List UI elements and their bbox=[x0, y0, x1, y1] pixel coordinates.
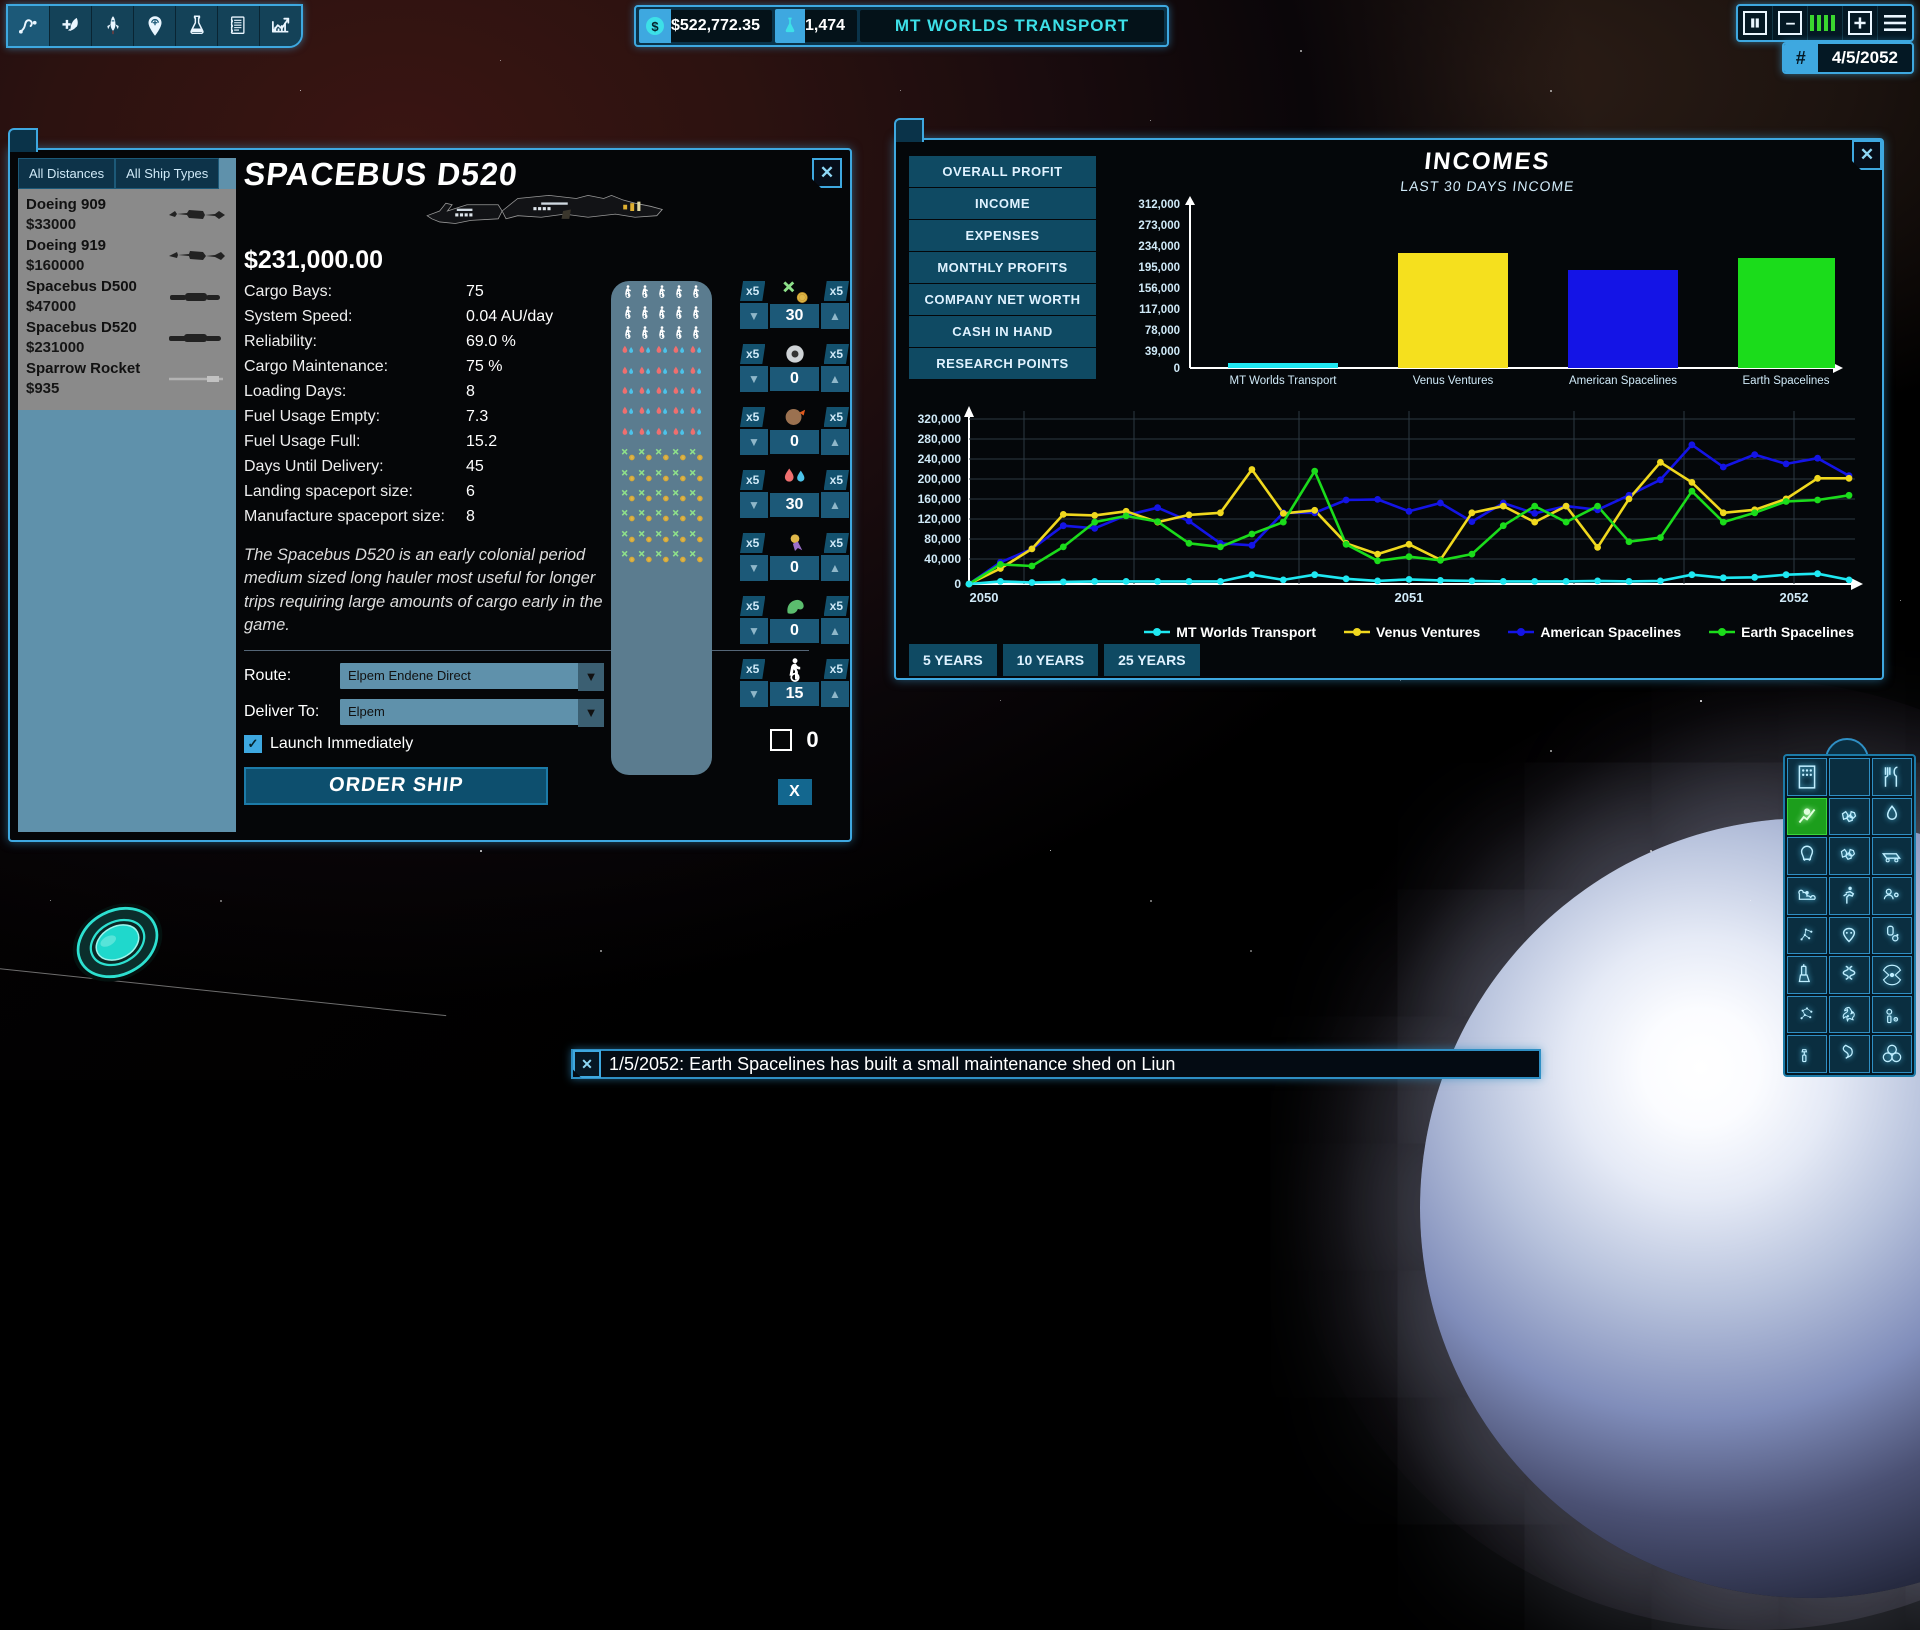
svg-text:2051: 2051 bbox=[1395, 590, 1424, 605]
svg-text:240,000: 240,000 bbox=[918, 452, 962, 466]
svg-text:$: $ bbox=[651, 19, 659, 34]
svg-text:MT Worlds Transport: MT Worlds Transport bbox=[1230, 375, 1338, 387]
svg-text:312,000: 312,000 bbox=[1138, 199, 1180, 211]
svg-text:0: 0 bbox=[954, 577, 961, 591]
svg-text:2050: 2050 bbox=[970, 590, 999, 605]
svg-text:80,000: 80,000 bbox=[924, 532, 961, 546]
svg-text:39,000: 39,000 bbox=[1145, 346, 1180, 358]
svg-text:195,000: 195,000 bbox=[1138, 262, 1180, 274]
svg-text:160,000: 160,000 bbox=[918, 492, 962, 506]
svg-text:280,000: 280,000 bbox=[918, 432, 962, 446]
svg-text:2052: 2052 bbox=[1780, 590, 1809, 605]
svg-text:American Spacelines: American Spacelines bbox=[1569, 375, 1677, 387]
svg-text:117,000: 117,000 bbox=[1139, 304, 1180, 316]
svg-text:320,000: 320,000 bbox=[918, 412, 962, 426]
svg-text:234,000: 234,000 bbox=[1138, 241, 1180, 253]
svg-text:156,000: 156,000 bbox=[1138, 283, 1180, 295]
svg-text:40,000: 40,000 bbox=[924, 552, 961, 566]
svg-text:200,000: 200,000 bbox=[918, 472, 962, 486]
svg-text:273,000: 273,000 bbox=[1138, 220, 1180, 232]
svg-text:Venus Ventures: Venus Ventures bbox=[1413, 375, 1494, 387]
svg-text:0: 0 bbox=[1174, 363, 1180, 375]
svg-text:78,000: 78,000 bbox=[1145, 325, 1180, 337]
svg-text:120,000: 120,000 bbox=[918, 512, 962, 526]
svg-text:Earth Spacelines: Earth Spacelines bbox=[1743, 375, 1830, 387]
